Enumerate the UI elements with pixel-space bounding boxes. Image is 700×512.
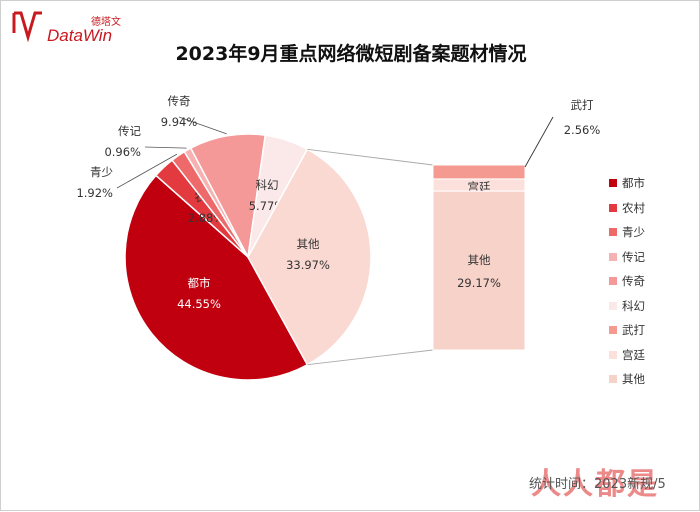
legend-label-4: 传奇 (622, 274, 645, 289)
legend-swatch-5 (609, 301, 617, 310)
slice-name-label-5: 科幻 (256, 178, 279, 192)
legend-item-6: 武打 (609, 318, 689, 343)
slice-value-label-4: 9.94% (161, 115, 198, 129)
slice-value-label-3: 0.96% (104, 145, 141, 159)
legend-label-6: 武打 (622, 323, 645, 338)
slice-name-label-2: 青少 (90, 165, 113, 179)
legend-item-4: 传奇 (609, 269, 689, 294)
chart-legend: 都市农村青少传记传奇科幻武打宫廷其他 (609, 171, 689, 392)
legend-label-5: 科幻 (622, 298, 645, 313)
legend-label-8: 其他 (622, 372, 645, 387)
leader-line-3 (144, 146, 187, 149)
legend-label-7: 宫廷 (622, 347, 645, 362)
legend-swatch-2 (609, 228, 617, 237)
breakdown-name-label-2: 其他 (468, 253, 491, 267)
legend-item-0: 都市 (609, 171, 689, 196)
pie-slice-0 (124, 174, 309, 381)
chart-title: 2023年9月重点网络微短剧备案题材情况 (175, 43, 527, 65)
brand-logo: DataWin 德塔文 (11, 9, 151, 49)
legend-swatch-3 (609, 252, 617, 261)
pie-slice-6 (247, 148, 372, 366)
connector-line-bottom (307, 349, 434, 366)
legend-item-2: 青少 (609, 220, 689, 245)
legend-item-5: 科幻 (609, 294, 689, 319)
legend-item-1: 农村 (609, 196, 689, 221)
leader-line-4 (178, 116, 227, 135)
slice-name-label-3: 传记 (118, 124, 141, 138)
legend-swatch-0 (609, 179, 617, 188)
slice-value-label-2: 1.92% (76, 186, 113, 200)
legend-swatch-1 (609, 203, 617, 212)
breakdown-value-label-2: 29.17% (457, 276, 501, 290)
watermark-text: 人人都是 (531, 467, 659, 502)
legend-swatch-6 (609, 326, 617, 335)
logo-icon (12, 11, 42, 43)
breakdown-value-label-0: 2.56% (564, 123, 601, 137)
brand-cn-name: 德塔文 (91, 17, 121, 28)
leader-line-2 (116, 153, 178, 189)
breakdown-segment-2 (432, 190, 526, 351)
legend-label-2: 青少 (622, 225, 645, 240)
footer-note: 统计时间：2023新规/5 (529, 477, 666, 492)
legend-swatch-8 (609, 375, 617, 384)
slice-name-label-4: 传奇 (168, 94, 191, 108)
legend-label-1: 农村 (622, 200, 645, 215)
slice-name-label-0: 都市 (188, 276, 211, 290)
legend-swatch-7 (609, 350, 617, 359)
legend-label-3: 传记 (622, 249, 645, 264)
breakdown-segment-0 (432, 164, 526, 180)
breakdown-name-label-1: 宫廷 (468, 180, 491, 194)
legend-swatch-4 (609, 277, 617, 286)
connector-line-top (307, 148, 434, 166)
breakdown-name-label-0: 武打 (571, 98, 594, 112)
breakdown-leader-0 (524, 116, 554, 168)
pie-slice-4 (189, 133, 267, 260)
slice-value-label-0: 44.55% (177, 297, 221, 311)
legend-label-0: 都市 (622, 176, 645, 191)
brand-name: DataWin (47, 26, 113, 45)
legend-item-3: 传记 (609, 245, 689, 270)
legend-item-8: 其他 (609, 367, 689, 392)
slice-name-label-6: 其他 (297, 237, 320, 251)
legend-item-7: 宫廷 (609, 343, 689, 368)
slice-value-label-6: 33.97% (286, 258, 330, 272)
